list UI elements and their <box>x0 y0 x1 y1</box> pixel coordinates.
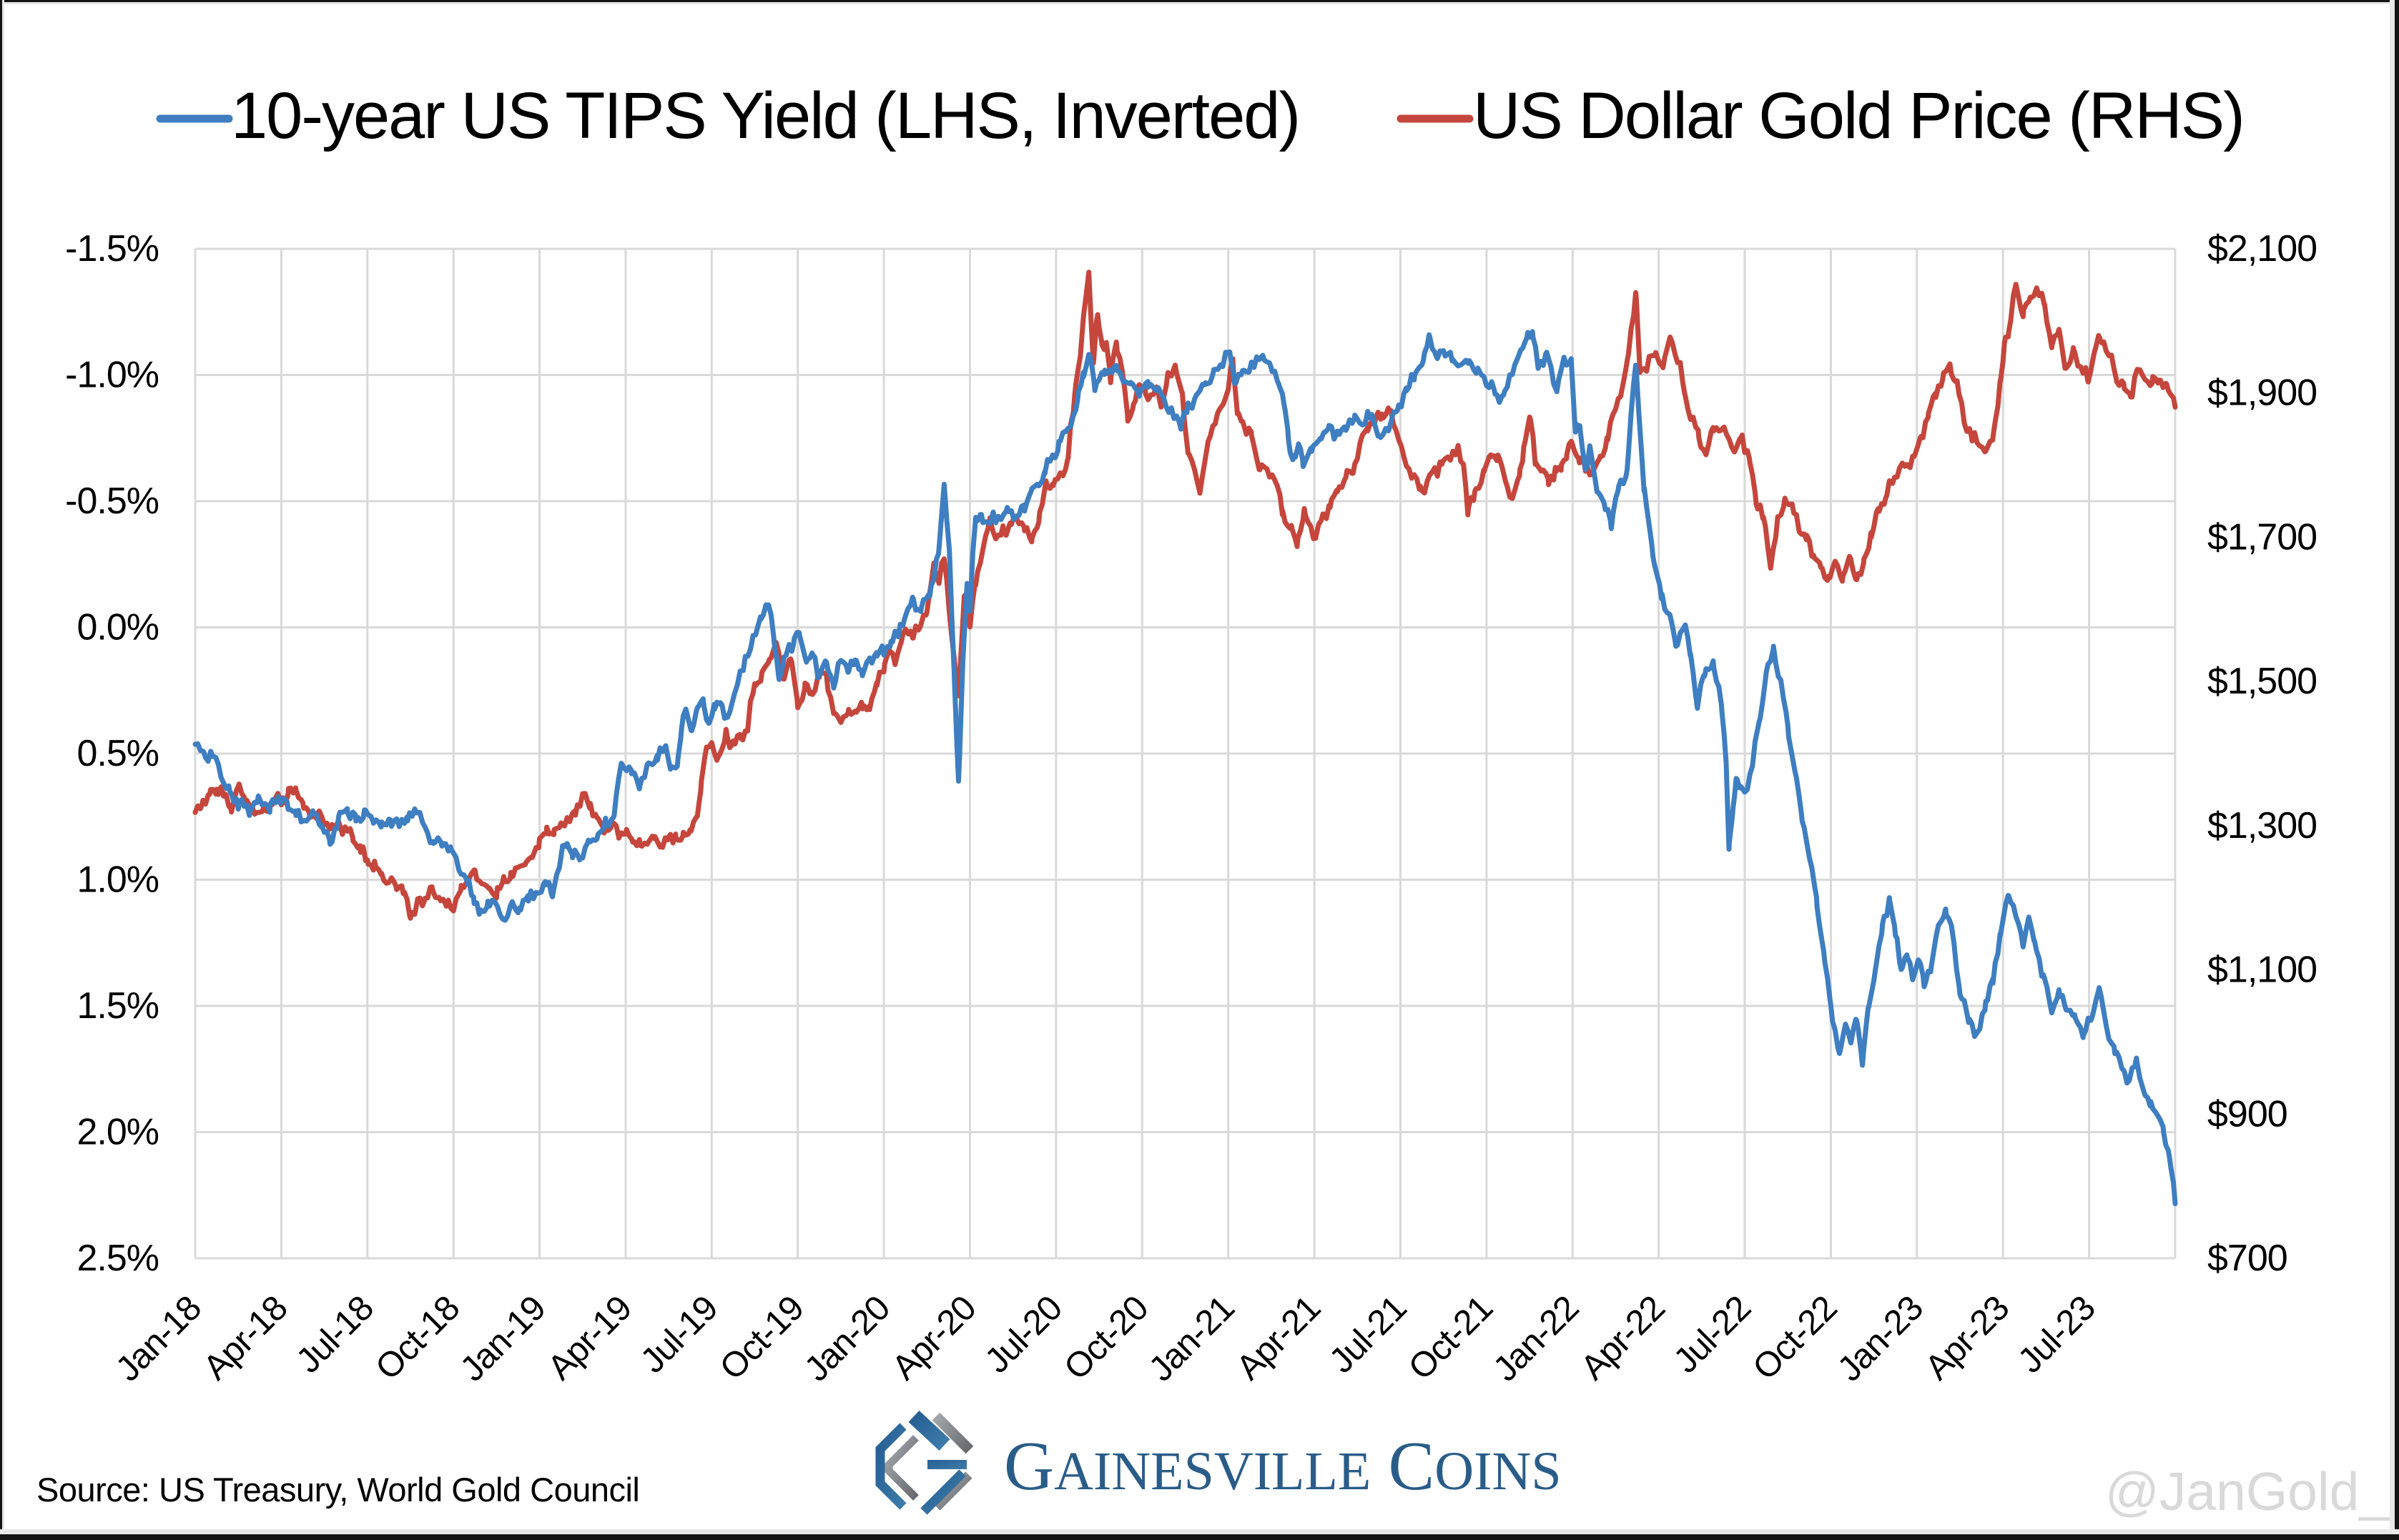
svg-text:$1,700: $1,700 <box>2207 516 2317 558</box>
svg-text:$700: $700 <box>2207 1238 2287 1279</box>
svg-text:@JanGold_: @JanGold_ <box>2105 1461 2390 1521</box>
svg-text:0.0%: 0.0% <box>77 607 159 648</box>
svg-text:-0.5%: -0.5% <box>65 480 159 522</box>
svg-text:-1.0%: -1.0% <box>65 355 159 396</box>
svg-text:0.5%: 0.5% <box>77 733 159 774</box>
svg-text:Source: US Treasury, World Gol: Source: US Treasury, World Gold Council <box>36 1471 639 1509</box>
svg-text:-1.5%: -1.5% <box>65 228 159 270</box>
svg-text:$1,900: $1,900 <box>2207 372 2317 414</box>
svg-text:$900: $900 <box>2207 1093 2287 1135</box>
svg-text:$1,300: $1,300 <box>2207 805 2317 846</box>
svg-text:$1,500: $1,500 <box>2207 661 2317 702</box>
svg-text:US Dollar Gold Price (RHS): US Dollar Gold Price (RHS) <box>1473 79 2244 152</box>
svg-text:2.0%: 2.0% <box>77 1112 159 1153</box>
svg-text:1.5%: 1.5% <box>77 985 159 1027</box>
svg-text:$2,100: $2,100 <box>2207 228 2317 270</box>
svg-text:10-year US TIPS Yield (LHS, In: 10-year US TIPS Yield (LHS, Inverted) <box>231 79 1299 152</box>
svg-text:$1,100: $1,100 <box>2207 949 2317 991</box>
svg-text:2.5%: 2.5% <box>77 1238 159 1279</box>
svg-text:1.0%: 1.0% <box>77 859 159 901</box>
